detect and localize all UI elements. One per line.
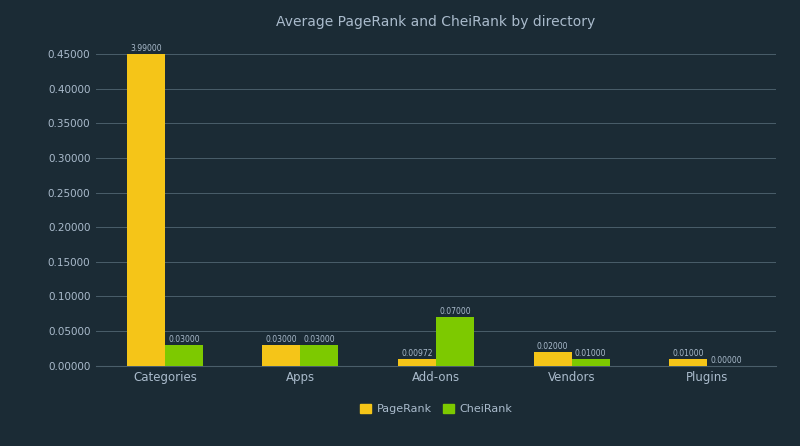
Bar	[301, 345, 338, 366]
Text: 0.01000: 0.01000	[574, 349, 606, 358]
Text: 0.07000: 0.07000	[439, 307, 470, 316]
Text: 0.00000: 0.00000	[710, 355, 742, 365]
Bar	[571, 359, 610, 366]
Bar	[262, 345, 301, 366]
Bar	[165, 345, 203, 366]
Bar	[669, 359, 707, 366]
Bar	[436, 317, 474, 366]
Bar	[127, 54, 165, 366]
Bar	[534, 352, 571, 366]
Text: 0.02000: 0.02000	[537, 342, 568, 351]
Text: 3.99000: 3.99000	[130, 44, 162, 53]
Text: 0.00972: 0.00972	[402, 349, 433, 358]
Text: 0.03000: 0.03000	[304, 335, 335, 344]
Text: 0.03000: 0.03000	[168, 335, 200, 344]
Text: 0.03000: 0.03000	[266, 335, 298, 344]
Title: Average PageRank and CheiRank by directory: Average PageRank and CheiRank by directo…	[276, 15, 596, 29]
Bar	[398, 359, 436, 366]
Text: 0.01000: 0.01000	[673, 349, 704, 358]
Legend: PageRank, CheiRank: PageRank, CheiRank	[355, 400, 517, 419]
